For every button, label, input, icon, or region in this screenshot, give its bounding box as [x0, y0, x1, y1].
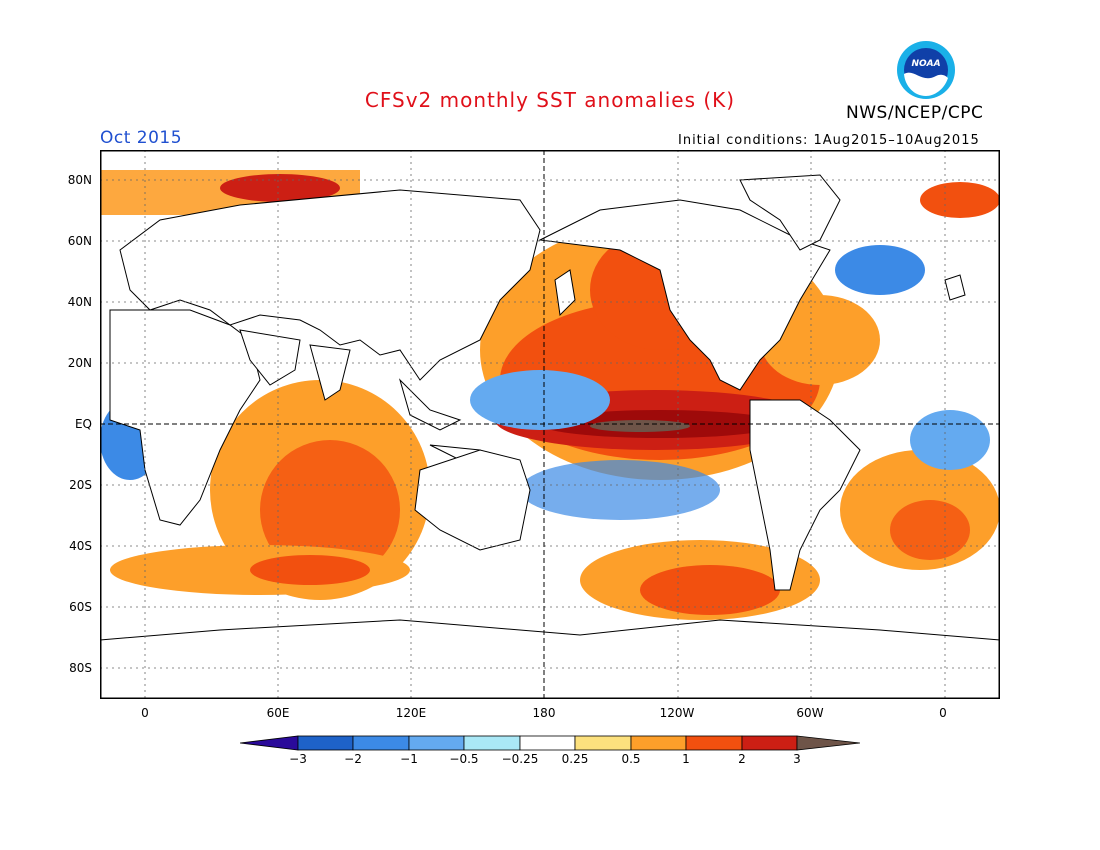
logo-text: NOAA: [911, 59, 940, 69]
colorbar-label-neg2: −2: [344, 752, 362, 766]
west-pacific-cool: [470, 370, 610, 430]
lat-label-60n: 60N: [67, 234, 92, 248]
lon-label-120w: 120W: [659, 706, 695, 720]
nino-core: [590, 420, 690, 432]
colorbar-label-neg025: −0.25: [501, 752, 539, 766]
lon-label-60e: 60E: [266, 706, 290, 720]
colorbar: [240, 735, 860, 751]
lat-label-20s: 20S: [69, 478, 92, 492]
initial-conditions: Initial conditions: 1Aug2015–10Aug2015: [678, 133, 980, 148]
lat-label-40n: 40N: [67, 295, 92, 309]
colorbar-label-1: 1: [682, 752, 690, 766]
lon-label-0-left: 0: [141, 706, 149, 720]
colorbar-min-arrow: [240, 735, 299, 751]
colorbar-label-neg1: −1: [400, 752, 418, 766]
colorbar-label-025: 0.25: [561, 752, 589, 766]
lat-label-80s: 80S: [69, 661, 92, 675]
map-title: CFSv2 monthly SST anomalies (K): [364, 88, 736, 112]
agency-label: NWS/NCEP/CPC: [846, 103, 984, 123]
lat-label-40s: 40S: [69, 539, 92, 553]
lon-label-180: 180: [532, 706, 556, 720]
lat-label-20n: 20N: [67, 356, 92, 370]
lat-label-80n: 80N: [67, 173, 92, 187]
land-masses: [100, 174, 1000, 699]
lon-label-0-right: 0: [939, 706, 947, 720]
colorbar-max-arrow: [796, 735, 860, 751]
graticule: [100, 150, 1000, 699]
sst-anomaly-map: [100, 150, 1000, 699]
colorbar-label-3: 3: [793, 752, 801, 766]
colorbar-label-neg05: −0.5: [449, 752, 479, 766]
colorbar-label-neg3: −3: [289, 752, 307, 766]
lat-label-60s: 60S: [69, 600, 92, 614]
lon-label-120e: 120E: [395, 706, 427, 720]
colorbar-label-05: 0.5: [621, 752, 641, 766]
colorbar-label-2: 2: [738, 752, 746, 766]
lon-label-60w: 60W: [796, 706, 824, 720]
lat-label-eq: EQ: [74, 417, 92, 431]
noaa-logo: NOAA: [897, 41, 955, 99]
forecast-period: Oct 2015: [100, 128, 183, 148]
